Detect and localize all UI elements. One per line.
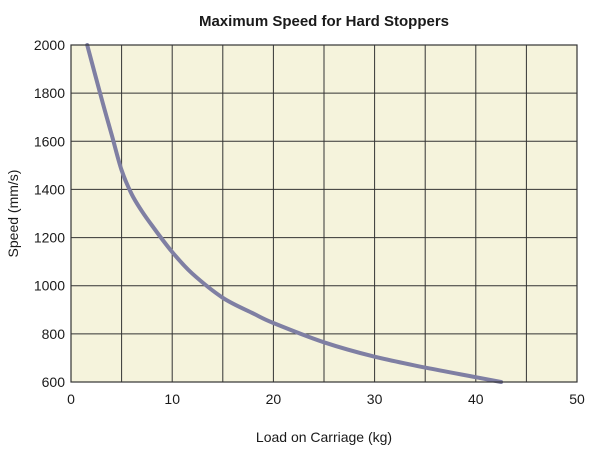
y-axis-label: Speed (mm/s) <box>5 170 21 258</box>
grid <box>71 45 577 382</box>
x-tick-label: 50 <box>569 391 585 407</box>
x-axis-ticks: 0 10 20 30 40 50 <box>67 391 585 407</box>
chart-title: Maximum Speed for Hard Stoppers <box>199 13 449 30</box>
y-tick-label: 2000 <box>34 37 65 53</box>
y-tick-label: 1000 <box>34 278 65 294</box>
x-tick-label: 0 <box>67 391 75 407</box>
x-tick-label: 10 <box>164 391 180 407</box>
y-tick-label: 600 <box>42 374 66 390</box>
speed-curve <box>85 43 504 384</box>
x-tick-label: 40 <box>468 391 484 407</box>
x-axis-label: Load on Carriage (kg) <box>256 429 392 445</box>
y-tick-label: 1200 <box>34 230 65 246</box>
x-tick-label: 30 <box>367 391 383 407</box>
y-tick-label: 800 <box>42 326 66 342</box>
y-tick-label: 1400 <box>34 181 65 197</box>
x-tick-label: 20 <box>266 391 282 407</box>
plot-border <box>70 44 578 383</box>
y-tick-label: 1600 <box>34 133 65 149</box>
y-axis-ticks: 600 800 1000 1200 1400 1600 1800 2000 <box>34 37 65 390</box>
y-tick-label: 1800 <box>34 85 65 101</box>
